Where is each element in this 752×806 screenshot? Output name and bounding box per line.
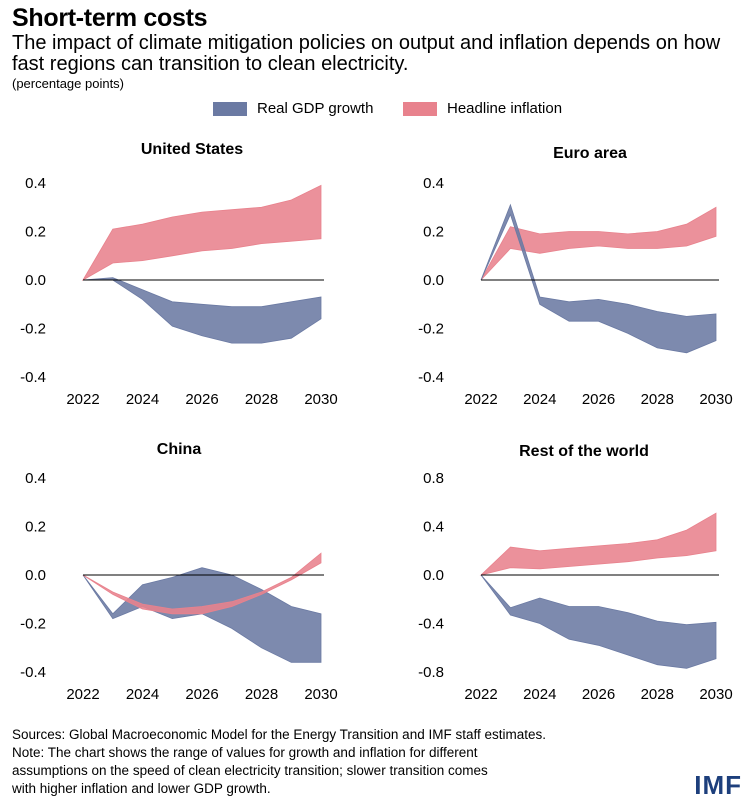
note-line-1: Note: The chart shows the range of value… [12,745,478,760]
x-tick-label-rest-of-the-world: 2026 [582,686,615,703]
chart-title: Short-term costs [12,4,208,32]
legend-item-gdp: Real GDP growth [213,100,373,117]
band-real-gdp-growth-united-states [82,277,322,344]
y-tick-label-united-states: 0.0 [25,272,46,289]
y-tick-label-euro-area: 0.2 [423,224,444,241]
y-tick-label-rest-of-the-world: -0.4 [418,616,444,633]
x-tick-label-united-states: 2022 [66,391,99,408]
band-real-gdp-growth-euro-area [480,203,717,354]
x-tick-label-rest-of-the-world: 2030 [699,686,732,703]
legend-item-inflation: Headline inflation [403,100,562,117]
source-note: Sources: Global Macroeconomic Model for … [12,727,546,742]
y-tick-label-united-states: 0.4 [25,175,46,192]
band-headline-inflation-china [82,552,322,615]
band-real-gdp-growth-china [82,567,322,663]
x-tick-label-china: 2026 [185,686,218,703]
legend-swatch-inflation [403,101,437,116]
y-tick-label-china: -0.2 [20,616,46,633]
unit-label: (percentage points) [12,76,125,91]
y-tick-label-euro-area: -0.4 [418,369,444,386]
legend-label-inflation: Headline inflation [447,100,563,117]
x-tick-label-euro-area: 2022 [464,391,497,408]
y-tick-label-rest-of-the-world: -0.8 [418,664,444,681]
note-line-2: assumptions on the speed of clean electr… [12,763,488,778]
y-tick-label-china: 0.0 [25,567,46,584]
y-tick-label-china: 0.2 [25,519,46,536]
x-tick-label-euro-area: 2030 [699,391,732,408]
note-line-3: with higher inflation and lower GDP grow… [12,781,271,796]
band-headline-inflation-united-states [81,184,322,282]
x-tick-label-china: 2030 [304,686,337,703]
x-tick-label-united-states: 2030 [304,391,337,408]
x-tick-label-euro-area: 2026 [582,391,615,408]
y-tick-label-united-states: 0.2 [25,224,46,241]
x-tick-label-china: 2028 [245,686,278,703]
y-tick-label-united-states: -0.4 [20,369,46,386]
legend-swatch-gdp [213,101,247,116]
x-tick-label-euro-area: 2028 [641,391,674,408]
imf-logo: IMF [694,770,742,800]
y-tick-label-united-states: -0.2 [20,321,46,338]
chart-subtitle: The impact of climate mitigation policie… [12,32,721,75]
y-tick-label-china: -0.4 [20,664,46,681]
band-headline-inflation-rest-of-the-world [479,512,717,576]
y-tick-label-euro-area: 0.0 [423,272,444,289]
x-tick-label-united-states: 2024 [126,391,159,408]
band-real-gdp-growth-rest-of-the-world [480,574,717,669]
panel-title-china: China [157,441,202,458]
legend: Real GDP growth Headline inflation [0,100,752,124]
x-tick-label-united-states: 2026 [185,391,218,408]
y-tick-label-rest-of-the-world: 0.4 [423,519,444,536]
panel-title-rest-of-the-world: Rest of the world [519,443,649,460]
panel-title-euro-area: Euro area [553,145,627,162]
x-tick-label-united-states: 2028 [245,391,278,408]
x-tick-label-rest-of-the-world: 2022 [464,686,497,703]
panel-title-united-states: United States [141,141,243,158]
x-tick-label-euro-area: 2024 [523,391,556,408]
x-tick-label-china: 2022 [66,686,99,703]
y-tick-label-euro-area: -0.2 [418,321,444,338]
band-headline-inflation-euro-area [480,206,717,281]
y-tick-label-euro-area: 0.4 [423,175,444,192]
x-tick-label-rest-of-the-world: 2028 [641,686,674,703]
y-tick-label-rest-of-the-world: 0.0 [423,567,444,584]
x-tick-label-china: 2024 [126,686,159,703]
footer-notes: Sources: Global Macroeconomic Model for … [12,726,692,798]
legend-label-gdp: Real GDP growth [257,100,374,117]
y-tick-label-china: 0.4 [25,470,46,487]
y-tick-label-rest-of-the-world: 0.8 [423,470,444,487]
x-tick-label-rest-of-the-world: 2024 [523,686,556,703]
